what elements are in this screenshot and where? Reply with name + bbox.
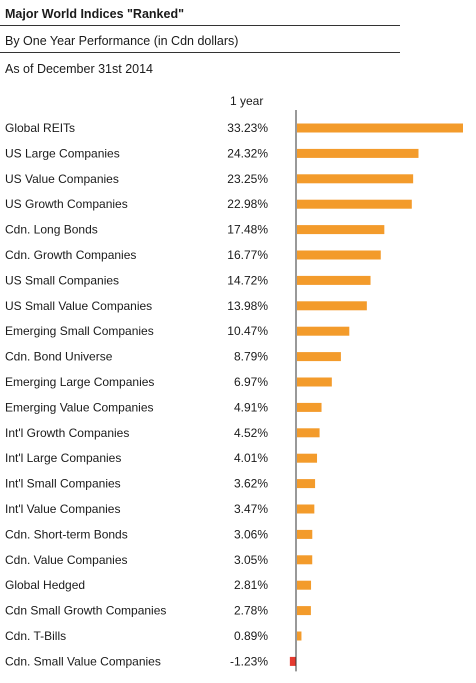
bar-positive [297, 631, 302, 641]
bar-positive [297, 606, 311, 616]
bar-positive [297, 428, 320, 438]
value-label: -1.23% [230, 654, 268, 668]
category-label: Emerging Small Companies [5, 324, 154, 338]
value-label: 24.32% [227, 146, 268, 160]
category-label: Cdn. Small Value Companies [5, 654, 161, 668]
category-label: Cdn. Long Bonds [5, 223, 98, 237]
category-label: Cdn. Growth Companies [5, 248, 136, 262]
bar-positive [297, 479, 316, 489]
value-label: 2.81% [234, 578, 268, 592]
bar-positive [297, 148, 419, 158]
bar-positive [297, 377, 332, 387]
value-label: 14.72% [227, 273, 268, 287]
value-label: 23.25% [227, 172, 268, 186]
value-label: 4.52% [234, 426, 268, 440]
category-label: Cdn. Bond Universe [5, 350, 113, 364]
value-label: 2.78% [234, 604, 268, 618]
bar-positive [297, 123, 463, 133]
value-label: 33.23% [227, 121, 268, 135]
category-label: US Small Value Companies [5, 299, 152, 313]
value-label: 3.06% [234, 527, 268, 541]
bar-positive [297, 352, 341, 362]
chart-subtitle: By One Year Performance (in Cdn dollars) [5, 34, 239, 48]
value-label: 3.62% [234, 477, 268, 491]
value-column-header: 1 year [230, 94, 264, 108]
category-label: Int'l Growth Companies [5, 426, 129, 440]
value-label: 3.05% [234, 553, 268, 567]
bar-positive [297, 199, 412, 209]
category-label: Cdn. T-Bills [5, 629, 66, 643]
value-label: 4.01% [234, 451, 268, 465]
value-label: 10.47% [227, 324, 268, 338]
category-label: Emerging Value Companies [5, 400, 154, 414]
value-label: 3.47% [234, 502, 268, 516]
bar-positive [297, 326, 350, 336]
bar-positive [297, 453, 318, 463]
bar-positive [297, 402, 322, 412]
bar-positive [297, 529, 313, 539]
value-label: 6.97% [234, 375, 268, 389]
subtitle-underline [0, 52, 400, 53]
bar-positive [297, 504, 315, 514]
category-label: US Large Companies [5, 146, 120, 160]
value-label: 17.48% [227, 223, 268, 237]
bar-positive [297, 580, 312, 590]
category-label: Emerging Large Companies [5, 375, 154, 389]
value-label: 13.98% [227, 299, 268, 313]
category-label: US Value Companies [5, 172, 119, 186]
bar-positive [297, 301, 367, 311]
bar-positive [297, 555, 313, 565]
category-label: Cdn Small Growth Companies [5, 604, 166, 618]
bar-positive [297, 250, 381, 260]
value-label: 22.98% [227, 197, 268, 211]
category-label: Global REITs [5, 121, 75, 135]
category-label: Global Hedged [5, 578, 85, 592]
category-label: Cdn. Value Companies [5, 553, 128, 567]
value-label: 0.89% [234, 629, 268, 643]
title-underline [0, 25, 400, 26]
category-label: Int'l Small Companies [5, 477, 121, 491]
as-of-date: As of December 31st 2014 [5, 62, 153, 76]
bar-negative [289, 656, 296, 666]
chart-title: Major World Indices "Ranked" [5, 7, 185, 21]
category-label: Cdn. Short-term Bonds [5, 527, 128, 541]
category-label: Int'l Value Companies [5, 502, 120, 516]
value-label: 16.77% [227, 248, 268, 262]
category-label: US Small Companies [5, 273, 119, 287]
value-label: 8.79% [234, 350, 268, 364]
category-label: US Growth Companies [5, 197, 128, 211]
bar-positive [297, 275, 371, 285]
bar-positive [297, 174, 414, 184]
value-label: 4.91% [234, 400, 268, 414]
bar-positive [297, 225, 385, 235]
category-label: Int'l Large Companies [5, 451, 121, 465]
